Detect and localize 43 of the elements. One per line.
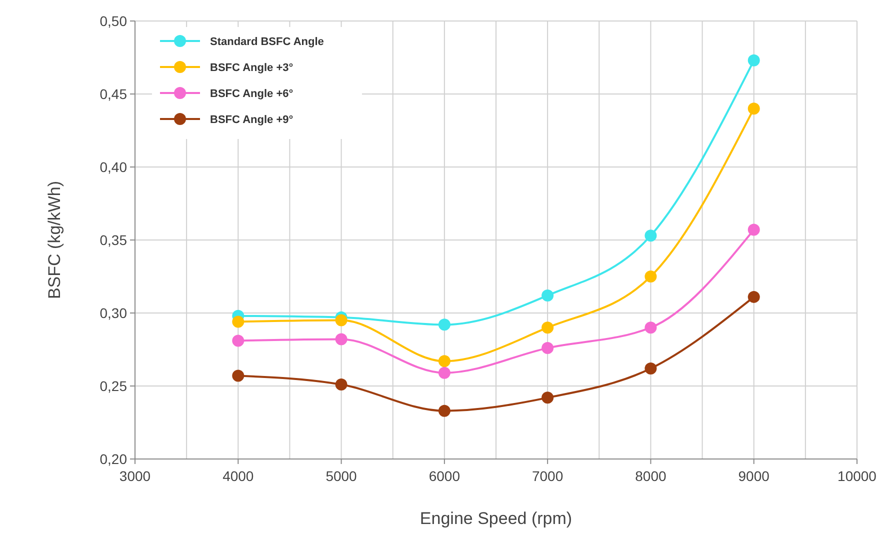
point xyxy=(748,54,760,66)
x-tick-label: 5000 xyxy=(326,468,358,484)
legend-label: BSFC Angle +9° xyxy=(210,114,294,126)
legend-label: BSFC Angle +6° xyxy=(210,88,294,100)
y-tick-label: 0,50 xyxy=(100,13,128,29)
y-tick-label: 0,40 xyxy=(100,159,128,175)
point xyxy=(438,355,450,368)
y-tick-label: 0,20 xyxy=(100,451,128,467)
point xyxy=(748,290,760,303)
x-tick-label: 9000 xyxy=(738,468,770,484)
point xyxy=(438,366,450,379)
point xyxy=(232,316,244,328)
point xyxy=(542,392,554,404)
point xyxy=(335,378,348,391)
point xyxy=(335,314,348,326)
x-tick-label: 6000 xyxy=(428,468,460,484)
y-tick-label: 0,30 xyxy=(100,305,128,321)
point xyxy=(438,318,450,331)
point xyxy=(438,404,450,417)
point xyxy=(644,230,657,242)
point xyxy=(748,224,760,236)
point xyxy=(644,322,657,334)
y-axis-title: BSFC (kg/kWh) xyxy=(45,180,64,300)
x-tick-label: 7000 xyxy=(532,468,564,484)
y-tick-label: 0,45 xyxy=(100,86,128,102)
point xyxy=(542,289,554,302)
legend-label: Standard BSFC Angle xyxy=(210,36,324,48)
x-tick-label: 4000 xyxy=(222,468,254,484)
point xyxy=(232,334,244,347)
point xyxy=(644,270,657,282)
point xyxy=(335,333,348,346)
point xyxy=(644,362,657,374)
point xyxy=(748,102,760,115)
y-tick-label: 0,35 xyxy=(100,232,128,248)
point xyxy=(232,370,244,382)
point xyxy=(542,322,554,334)
x-axis-title: Engine Speed (rpm) xyxy=(420,509,572,528)
y-tick-label: 0,25 xyxy=(100,378,128,394)
x-tick-label: 10000 xyxy=(838,468,877,484)
x-tick-label: 8000 xyxy=(635,468,666,484)
point xyxy=(542,342,554,354)
x-tick-label: 3000 xyxy=(119,468,151,484)
legend-label: BSFC Angle +3° xyxy=(210,62,294,74)
